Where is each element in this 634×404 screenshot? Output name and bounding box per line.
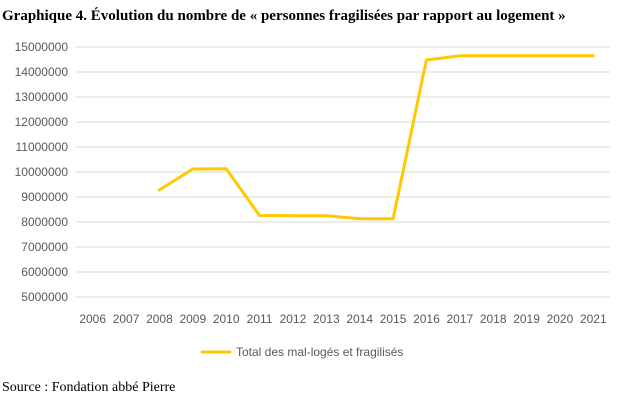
x-tick-label: 2021 (580, 312, 607, 326)
x-tick-label: 2018 (480, 312, 507, 326)
chart-title: Graphique 4. Évolution du nombre de « pe… (2, 8, 566, 24)
y-tick-label: 12000000 (15, 115, 69, 129)
y-tick-label: 15000000 (15, 40, 69, 54)
y-tick-label: 7000000 (21, 240, 68, 254)
y-axis-ticks: 5000000 6000000 7000000 8000000 9000000 10000… (15, 40, 69, 304)
y-tick-label: 9000000 (21, 190, 68, 204)
x-tick-label: 2006 (79, 312, 106, 326)
x-tick-label: 2012 (280, 312, 307, 326)
legend-label: Total des mal-logés et fragilisés (236, 345, 403, 359)
x-tick-label: 2013 (313, 312, 340, 326)
legend: Total des mal-logés et fragilisés (200, 345, 403, 359)
y-tick-label: 10000000 (15, 165, 69, 179)
x-tick-label: 2019 (513, 312, 540, 326)
gridlines (76, 46, 610, 298)
series-line (157, 54, 595, 221)
y-tick-label: 6000000 (21, 265, 68, 279)
x-tick-label: 2015 (380, 312, 407, 326)
x-tick-label: 2020 (547, 312, 574, 326)
x-tick-label: 2009 (179, 312, 206, 326)
series-lines (157, 54, 595, 221)
x-tick-label: 2010 (213, 312, 240, 326)
x-tick-label: 2007 (113, 312, 140, 326)
y-tick-label: 11000000 (16, 140, 69, 154)
y-tick-label: 13000000 (15, 90, 69, 104)
x-tick-label: 2008 (146, 312, 173, 326)
y-tick-label: 5000000 (21, 290, 68, 304)
y-tick-label: 8000000 (21, 215, 68, 229)
x-tick-label: 2017 (446, 312, 473, 326)
x-tick-label: 2011 (247, 312, 273, 326)
x-tick-label: 2016 (413, 312, 440, 326)
line-chart: 5000000 6000000 7000000 8000000 9000000 10000… (15, 40, 610, 359)
y-tick-label: 14000000 (15, 65, 69, 79)
x-tick-label: 2014 (346, 312, 373, 326)
x-axis-ticks: 2006 2007 2008 2009 2010 2011 2012 2013 2014 2015… (79, 312, 607, 326)
source-note: Source : Fondation abbé Pierre (2, 380, 176, 395)
